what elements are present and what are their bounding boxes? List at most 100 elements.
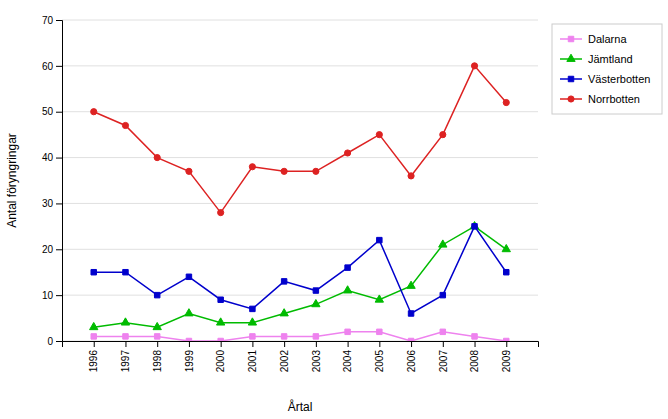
x-tick: 2000: [215, 341, 226, 372]
grid-line: [62, 111, 538, 112]
tick-mark: [284, 341, 285, 347]
series-marker: [249, 164, 255, 170]
x-tick: 2006: [406, 341, 417, 372]
tick-label: 30: [42, 198, 54, 209]
series-marker: [91, 334, 96, 339]
x-tick: 1996: [88, 341, 99, 372]
tick-mark: [475, 341, 476, 347]
legend-label: Västerbotten: [588, 73, 650, 85]
legend-label: Dalarna: [588, 33, 627, 45]
tick-mark: [379, 341, 380, 347]
tick-label: 2006: [406, 350, 417, 373]
tick-mark: [56, 158, 62, 159]
legend-item: Dalarna: [560, 33, 627, 45]
grid-line: [62, 20, 538, 21]
x-tick: 2008: [469, 341, 480, 372]
series-marker: [217, 318, 225, 325]
y-tick: 60: [42, 61, 62, 72]
series-marker: [313, 334, 318, 339]
series-marker: [312, 300, 320, 307]
grid-line: [62, 157, 538, 158]
grid: [62, 20, 538, 341]
tick-mark: [56, 295, 62, 296]
series-marker: [123, 269, 128, 274]
series-marker: [440, 329, 445, 334]
tick-label: 2009: [501, 350, 512, 373]
series-marker: [471, 63, 477, 69]
series-marker: [440, 132, 446, 138]
series-marker: [91, 109, 97, 115]
series-marker: [186, 338, 191, 341]
tick-mark: [94, 341, 95, 347]
tick-label: 1998: [152, 350, 163, 373]
series-marker: [248, 318, 256, 325]
legend-label: Jämtland: [588, 53, 633, 65]
y-axis: 0 10 20 30 40 50 60 70: [42, 15, 63, 347]
series-marker: [407, 281, 415, 288]
legend-frame: [552, 24, 662, 114]
tick-label: 70: [42, 15, 54, 26]
y-tick: 20: [42, 244, 62, 255]
series-group: [90, 63, 511, 341]
tick-mark: [221, 341, 222, 347]
series-marker: [218, 338, 223, 341]
grid-line: [62, 295, 538, 296]
y-tick: 40: [42, 152, 62, 163]
series-marker: [408, 338, 413, 341]
tick-mark: [157, 341, 158, 347]
x-tick: 2001: [247, 341, 258, 372]
series-line: [94, 226, 507, 313]
series-marker: [472, 224, 477, 229]
axis-domain: [63, 342, 539, 348]
series-marker: [375, 295, 383, 302]
series-marker: [91, 269, 96, 274]
series-marker: [408, 173, 414, 179]
grid-line: [62, 203, 538, 204]
grid-line: [62, 65, 538, 66]
series-marker: [504, 338, 509, 341]
x-tick: 2005: [374, 341, 385, 372]
series-marker: [472, 334, 477, 339]
tick-label: 10: [42, 290, 54, 301]
series-marker: [313, 168, 319, 174]
series-line: [94, 226, 507, 327]
tick-label: 40: [42, 152, 54, 163]
series-marker: [313, 288, 318, 293]
tick-label: 2000: [215, 350, 226, 373]
tick-mark: [411, 341, 412, 347]
series-marker: [153, 322, 161, 329]
tick-mark: [56, 203, 62, 204]
series-marker: [90, 322, 98, 329]
series-marker: [123, 334, 128, 339]
series-marker: [280, 309, 288, 316]
y-tick: 0: [47, 336, 62, 347]
x-axis: 1996199719981999200020012002200320042005…: [63, 341, 539, 372]
legend-item: Västerbotten: [560, 73, 650, 85]
tick-mark: [506, 341, 507, 347]
tick-label: 50: [42, 106, 54, 117]
x-tick: 1998: [152, 341, 163, 372]
series-marker: [154, 154, 160, 160]
series-marker: [503, 99, 509, 105]
tick-mark: [189, 341, 190, 347]
series-marker: [218, 210, 224, 216]
tick-label: 2001: [247, 350, 258, 373]
tick-label: 60: [42, 61, 54, 72]
tick-label: 1999: [184, 350, 195, 373]
y-axis-title: Antal föryngringar: [5, 133, 19, 228]
tick-label: 20: [42, 244, 54, 255]
y-tick: 10: [42, 290, 62, 301]
legend-item: Jämtland: [560, 53, 633, 65]
legend-label: Norrbotten: [588, 93, 640, 105]
y-tick: 50: [42, 106, 62, 117]
x-tick: 2009: [501, 341, 512, 372]
series-marker: [281, 334, 286, 339]
y-tick: 70: [42, 15, 62, 26]
series-marker: [439, 240, 447, 247]
tick-label: 0: [47, 336, 53, 347]
tick-mark: [56, 341, 62, 342]
tick-mark: [316, 341, 317, 347]
tick-mark: [443, 341, 444, 347]
series-marker: [408, 311, 413, 316]
series-marker: [345, 150, 351, 156]
